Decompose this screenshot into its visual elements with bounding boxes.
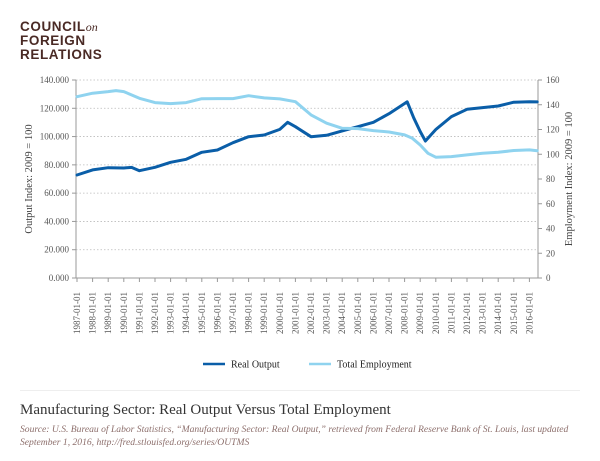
cfr-logo: COUNCILon FOREIGN RELATIONS bbox=[20, 20, 102, 62]
x-tick-label: 1991-01-01 bbox=[134, 292, 144, 334]
x-tick-label: 2013-01-01 bbox=[478, 292, 488, 334]
right-tick-label: 120 bbox=[546, 125, 560, 135]
series-line-real-output bbox=[75, 100, 539, 177]
left-axis-title: Output Index: 2009 = 100 bbox=[24, 124, 35, 233]
left-tick-label: 40.000 bbox=[44, 216, 69, 226]
x-tick-label: 1992-01-01 bbox=[150, 292, 160, 334]
x-tick-label: 1997-01-01 bbox=[228, 292, 238, 334]
x-tick-label: 2008-01-01 bbox=[400, 292, 410, 334]
x-tick-label: 1994-01-01 bbox=[181, 292, 191, 334]
source-note: Source: U.S. Bureau of Labor Statistics,… bbox=[20, 424, 569, 448]
divider bbox=[20, 390, 580, 391]
x-tick-label: 2012-01-01 bbox=[462, 292, 472, 334]
chart-title: Manufacturing Sector: Real Output Versus… bbox=[20, 402, 391, 418]
x-tick-label: 2009-01-01 bbox=[415, 292, 425, 334]
logo-on: on bbox=[85, 20, 98, 34]
left-tick-label: 140.000 bbox=[40, 75, 70, 85]
x-tick-label: 2004-01-01 bbox=[337, 292, 347, 334]
x-tick-label: 2006-01-01 bbox=[368, 292, 378, 334]
x-tick-label: 1999-01-01 bbox=[259, 292, 269, 334]
left-tick-label: 100.000 bbox=[40, 132, 70, 142]
x-tick-label: 1998-01-01 bbox=[244, 292, 254, 334]
x-tick-label: 1990-01-01 bbox=[119, 292, 129, 334]
x-tick-label: 2015-01-01 bbox=[509, 292, 519, 334]
logo-line: COUNCIL bbox=[20, 19, 86, 34]
x-tick-label: 1988-01-01 bbox=[88, 292, 98, 334]
left-tick-label: 120.000 bbox=[40, 103, 70, 113]
x-tick-label: 2005-01-01 bbox=[353, 292, 363, 334]
x-tick-label: 2010-01-01 bbox=[431, 292, 441, 334]
x-tick-label: 2000-01-01 bbox=[275, 292, 285, 334]
x-tick-label: 2002-01-01 bbox=[306, 292, 316, 334]
right-tick-label: 160 bbox=[546, 75, 560, 85]
logo-line: FOREIGN bbox=[20, 33, 86, 48]
left-tick-label: 80.000 bbox=[44, 160, 69, 170]
legend-label: Real Output bbox=[231, 360, 280, 371]
left-tick-label: 20.000 bbox=[44, 245, 69, 255]
right-tick-label: 140 bbox=[546, 100, 560, 110]
x-tick-label: 1989-01-01 bbox=[103, 292, 113, 334]
right-axis-title: Employment Index: 2009 = 100 bbox=[564, 112, 575, 246]
x-tick-label: 1995-01-01 bbox=[197, 292, 207, 334]
right-tick-label: 100 bbox=[546, 149, 560, 159]
x-tick-label: 2001-01-01 bbox=[290, 292, 300, 334]
legend-label: Total Employment bbox=[337, 360, 412, 371]
right-tick-label: 80 bbox=[546, 174, 556, 184]
x-tick-label: 2014-01-01 bbox=[493, 292, 503, 334]
x-tick-label: 1996-01-01 bbox=[212, 292, 222, 334]
x-tick-label: 2003-01-01 bbox=[322, 292, 332, 334]
x-tick-label: 2016-01-01 bbox=[524, 292, 534, 334]
logo-line: RELATIONS bbox=[20, 47, 103, 62]
x-tick-label: 1987-01-01 bbox=[72, 292, 82, 334]
right-tick-label: 60 bbox=[546, 199, 556, 209]
right-tick-label: 20 bbox=[546, 248, 556, 258]
series-line-total-employment bbox=[75, 89, 539, 159]
x-tick-label: 2007-01-01 bbox=[384, 292, 394, 334]
x-tick-label: 2011-01-01 bbox=[446, 292, 456, 334]
right-tick-label: 0 bbox=[546, 273, 551, 283]
right-tick-label: 40 bbox=[546, 224, 556, 234]
left-tick-label: 0.000 bbox=[49, 273, 70, 283]
x-tick-label: 1993-01-01 bbox=[166, 292, 176, 334]
left-tick-label: 60.000 bbox=[44, 188, 69, 198]
